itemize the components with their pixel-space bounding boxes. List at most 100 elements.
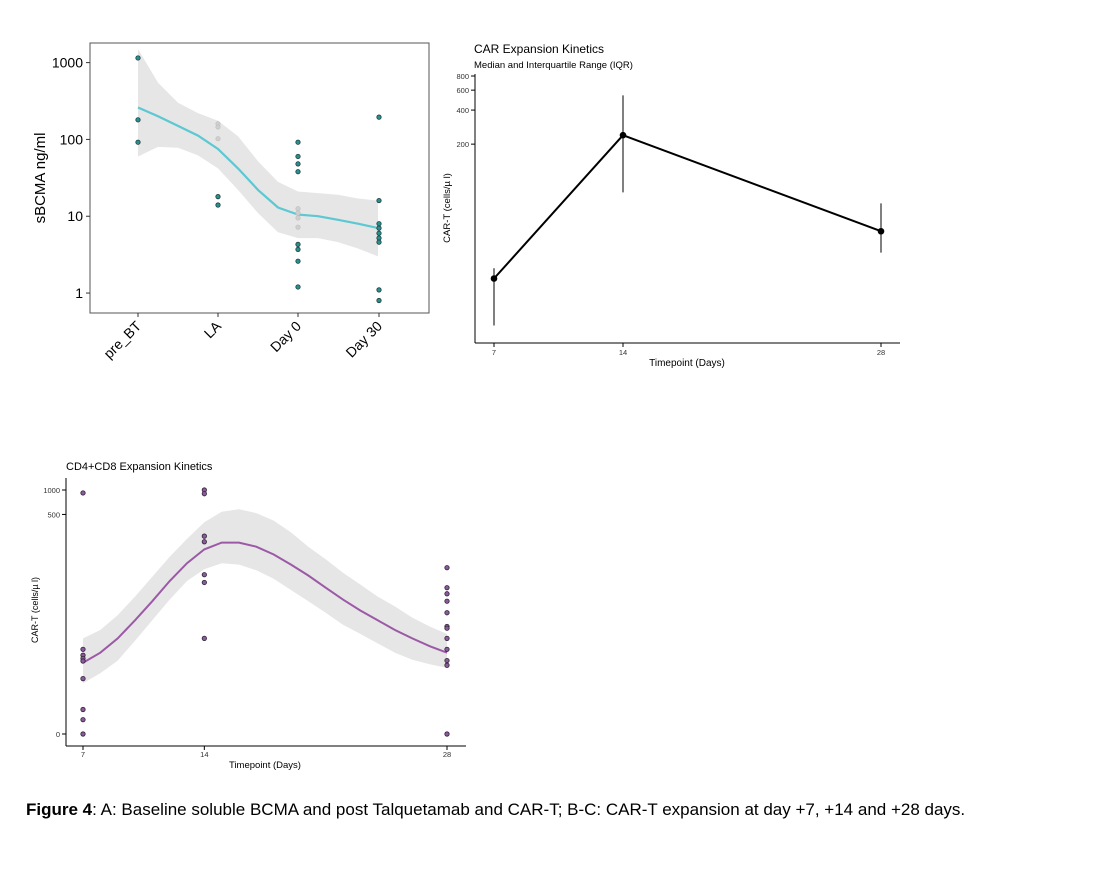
data-point [80,706,86,713]
panel-a-x-axis: pre_BT LA Day 0 Day 30 [100,313,385,362]
data-point [295,161,301,167]
x-tick-label: pre_BT [100,317,144,361]
data-point [376,287,382,293]
y-tick-label: 400 [456,106,469,115]
panel-b-x-label: Timepoint (Days) [649,358,725,369]
panel-b-subtitle: Median and Interquartile Range (IQR) [474,60,633,71]
panel-c-x-axis: 7 14 28 [81,746,451,759]
panel-a-y-axis: 1 10 100 1000 [52,55,90,301]
panel-b-car-expansion-chart: CAR Expansion Kinetics Median and Interq… [442,42,900,369]
y-tick-label: 600 [456,86,469,95]
x-tick-label: 28 [877,348,885,357]
data-point [80,646,86,652]
x-tick-label: 7 [81,750,85,759]
data-point [215,202,221,208]
data-point [135,55,141,61]
panel-c-cd4-cd8-chart: CD4+CD8 Expansion Kinetics 0 500 1000 7 14 2… [30,461,466,771]
data-point [295,284,301,290]
data-point [444,635,450,641]
panel-b-median-line [493,134,882,280]
x-tick-label: LA [201,317,225,341]
data-point [376,225,382,231]
panel-a-ribbon-area [138,49,378,257]
y-tick-label: 1000 [43,486,60,495]
x-tick-label: 28 [443,750,451,759]
panel-b-title: CAR Expansion Kinetics [474,42,604,56]
data-point [295,241,301,247]
median-point [490,275,498,282]
data-point [201,579,207,586]
y-tick-label: 0 [56,730,60,739]
data-point [201,635,207,641]
data-point [444,585,450,591]
data-point [376,297,382,304]
panel-c-y-label: CAR-T (cells/µ l) [30,577,40,643]
data-point [444,598,450,604]
panel-c-x-label: Timepoint (Days) [229,760,301,771]
data-point [135,139,141,145]
data-point [376,239,382,245]
x-tick-label: Day 30 [342,318,385,361]
data-point-light [295,210,301,216]
x-tick-label: 14 [619,348,627,357]
panel-c-confidence-band [83,509,447,684]
data-point [80,490,86,496]
y-tick-label: 500 [47,510,60,519]
data-point [444,565,450,571]
median-point [619,131,627,139]
data-point [376,114,382,120]
panel-c-y-axis: 0 500 1000 [43,486,66,739]
data-point [444,591,450,597]
data-point-light [295,224,301,230]
data-point [376,197,382,204]
y-tick-label: 1000 [52,55,83,71]
data-point [444,646,450,652]
x-tick-label: Day 0 [267,318,304,355]
y-tick-label: 10 [67,208,83,224]
median-point [877,227,885,235]
panel-c-title: CD4+CD8 Expansion Kinetics [66,461,213,473]
data-point [80,717,86,723]
data-point [295,153,301,160]
panel-c-points [80,487,450,737]
panel-a-fit-curve [137,106,379,230]
data-point-light [215,124,221,130]
panel-b-y-axis: 200 400 600 800 [456,72,475,149]
panel-c-fit-curve [82,541,448,664]
data-point [215,194,221,200]
data-point [201,572,207,578]
panel-c-smooth-line [82,541,448,664]
panel-b-median-points [490,131,885,282]
data-point [376,221,382,227]
panel-a-confidence-band [138,49,378,257]
x-tick-label: 7 [492,348,496,357]
data-point [376,230,382,236]
panel-a-y-label: sBCMA ng/ml [32,133,49,224]
figure-caption-label: Figure 4 [26,800,93,819]
panel-c-ribbon-area [83,509,447,684]
data-point [135,117,141,123]
data-point [444,610,450,616]
data-point [201,539,207,545]
panel-a-smooth-line [137,106,379,230]
median-line-path [493,134,882,280]
data-point [201,491,207,497]
panel-a-points [135,55,382,304]
data-point [444,662,450,668]
data-point [80,731,86,737]
data-point [201,533,207,539]
data-point [444,625,450,631]
data-point [80,658,86,664]
panel-b-y-label: CAR-T (cells/µ l) [442,173,453,243]
data-point [444,657,450,664]
panel-a-sbcma-chart: 1 10 100 1000 pre_BT LA Day 0 Day 30 sBCMA ng/… [32,42,430,362]
y-tick-label: 800 [456,72,469,81]
data-point [295,246,301,253]
y-tick-label: 200 [456,140,469,149]
panel-a-plot-frame [89,42,430,314]
data-point [80,676,86,682]
data-point [295,139,301,145]
data-point-light [295,215,301,221]
data-point-light [215,136,221,142]
